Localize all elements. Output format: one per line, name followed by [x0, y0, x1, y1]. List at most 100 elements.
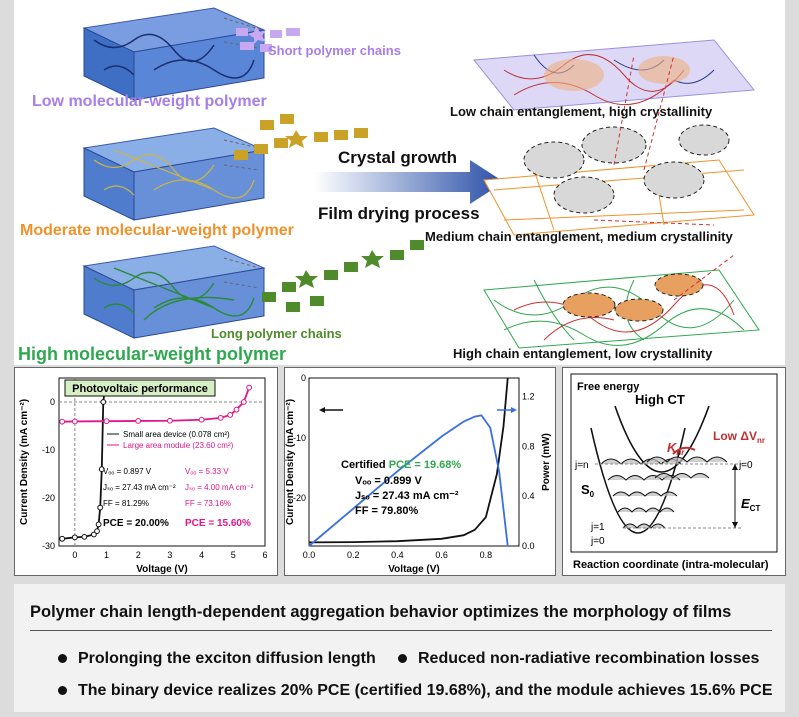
- s0-curve: [590, 427, 686, 534]
- high-ct-label: High CT: [635, 392, 685, 407]
- low-mw-label: Low molecular-weight polymer: [32, 93, 267, 110]
- y-tick-label: -20: [42, 493, 55, 503]
- data-point: [246, 384, 253, 391]
- high-result-label: High chain entanglement, low crystallini…: [453, 346, 713, 361]
- data-point: [98, 466, 105, 473]
- data-point: [90, 531, 97, 538]
- y2-tick-label: 0.0: [522, 541, 535, 551]
- x-tick-label: 6: [262, 550, 267, 560]
- x-tick-label: 0.4: [391, 550, 404, 560]
- jsc-large: Jₛₒ = 4.00 mA cm⁻²: [185, 483, 254, 492]
- legend-large: Large area module (23.60 cm²): [123, 441, 234, 450]
- y-tick-label: -10: [293, 433, 306, 443]
- y2-tick-label: 1.2: [522, 392, 535, 402]
- banner-box: [64, 379, 216, 397]
- j-0-label: j=0: [590, 536, 605, 547]
- legend-small: Small area device (0.078 cm²): [123, 430, 230, 439]
- x-tick-label: 0.8: [480, 550, 493, 560]
- data-point: [198, 416, 205, 423]
- series-line-0: [62, 387, 106, 540]
- low-result-label: Low chain entanglement, high crystallini…: [450, 104, 713, 119]
- morphology-medium: [483, 124, 755, 236]
- data-point: [217, 414, 224, 421]
- ct-curve: [614, 405, 710, 473]
- data-point: [59, 535, 66, 542]
- data-point: [227, 412, 234, 418]
- x-tick-label: 1: [104, 550, 109, 560]
- summary-divider: [30, 630, 772, 631]
- ect-label: ECT: [741, 496, 760, 513]
- film-block-low: [82, 7, 266, 101]
- data-point: [71, 418, 78, 425]
- chart3-svg: Free energy High CT Low ΔVnr Knr j=n j=0…: [570, 373, 778, 571]
- short-chain-icons: [236, 26, 300, 52]
- x-tick-label: 3: [167, 550, 172, 560]
- data-point: [167, 417, 173, 424]
- data-point: [100, 399, 107, 405]
- summary-bullet-3: The binary device realizes 20% PCE (cert…: [78, 682, 773, 699]
- film-drying-label: Film drying process: [318, 204, 480, 223]
- ff-label: FF = 79.80%: [355, 505, 419, 517]
- j-0-top-label: j=0: [738, 460, 753, 471]
- pce-large: PCE = 15.60%: [185, 518, 251, 529]
- free-energy-label: Free energy: [577, 381, 640, 393]
- j-1-label: j=1: [590, 522, 605, 533]
- knr-label: Knr: [667, 440, 685, 457]
- data-point: [240, 399, 247, 405]
- data-point: [233, 406, 240, 413]
- y2-tick-label: 0.4: [522, 491, 535, 501]
- series-line-1: [308, 414, 509, 547]
- summary-bullet-2: Reduced non-radiative recombination loss…: [418, 650, 760, 667]
- data-point: [95, 521, 102, 528]
- y-tick-label: 0: [301, 373, 306, 383]
- voc-label: Vₒₒ = 0.899 V: [355, 475, 422, 487]
- y2-axis-label: Power (mW): [541, 433, 552, 491]
- x-axis-label: Voltage (V): [136, 564, 187, 575]
- data-point: [97, 504, 104, 511]
- jsc-small: Jₛₒ = 27.43 mA cm⁻²: [103, 483, 176, 492]
- chart1-svg: 0 1 2 3 4 5 6 0 -10 -20 -30 Voltage (V) Current Dens…: [19, 377, 268, 575]
- chart-energy-diagram: Free energy High CT Low ΔVnr Knr j=n j=0…: [562, 367, 786, 576]
- film-block-moderate: [82, 127, 266, 221]
- x-tick-label: 0: [72, 550, 77, 560]
- plot-frame: [58, 377, 266, 547]
- ff-small: FF = 81.29%: [103, 499, 149, 508]
- medium-result-label: Medium chain entanglement, medium crysta…: [425, 229, 733, 244]
- summary-panel: [14, 584, 785, 712]
- data-point: [71, 534, 78, 541]
- film-block-high: [82, 245, 266, 339]
- data-point: [135, 418, 142, 424]
- short-chains-label: Short polymer chains: [268, 43, 401, 58]
- voc-large: Vₒₒ = 5.33 V: [185, 467, 229, 476]
- s0-label: S0: [581, 482, 595, 499]
- schematic-drawing: [82, 7, 760, 349]
- y-tick-label: -20: [293, 493, 306, 503]
- x-tick-label: 4: [199, 550, 204, 560]
- data-point: [59, 418, 66, 425]
- bullet-dot: [58, 686, 67, 695]
- j-n-label: j=n: [574, 460, 589, 471]
- x-tick-label: 0.0: [303, 550, 316, 560]
- x-tick-label: 0.2: [347, 550, 360, 560]
- x-tick-label: 5: [231, 550, 236, 560]
- long-chain-icons: [262, 240, 424, 312]
- chart2-svg: 0.0 0.2 0.4 0.6 0.8 0 -10 -20 0.0 0.4 0.8 1.2 Voltag…: [285, 373, 552, 575]
- x-tick-label: 2: [136, 550, 141, 560]
- series-line-0: [308, 377, 509, 544]
- bullet-dot: [398, 654, 407, 663]
- x-axis-label: Voltage (V): [388, 564, 439, 575]
- summary-bullet-1: Prolonging the exciton diffusion length: [78, 650, 376, 667]
- chart-certified: 0.0 0.2 0.4 0.6 0.8 0 -10 -20 0.0 0.4 0.8 1.2 Voltag…: [284, 367, 556, 576]
- ff-large: FF = 73.16%: [185, 499, 231, 508]
- y-tick-label: -10: [42, 445, 55, 455]
- summary-title: Polymer chain length-dependent aggregati…: [30, 603, 732, 621]
- y2-tick-label: 0.8: [522, 441, 535, 451]
- process-arrow: [314, 160, 504, 204]
- x-tick-label: 0.6: [435, 550, 448, 560]
- right-axis-arrowhead: [511, 407, 517, 413]
- chart-pv-performance: 0 1 2 3 4 5 6 0 -10 -20 -30 Voltage (V) Current Dens…: [14, 367, 278, 576]
- y-axis-label: Current Density (mA cm⁻²): [19, 399, 30, 525]
- moderate-chain-icons: [234, 114, 368, 160]
- banner-label: Photovoltaic performance: [72, 383, 208, 395]
- data-point: [94, 528, 100, 535]
